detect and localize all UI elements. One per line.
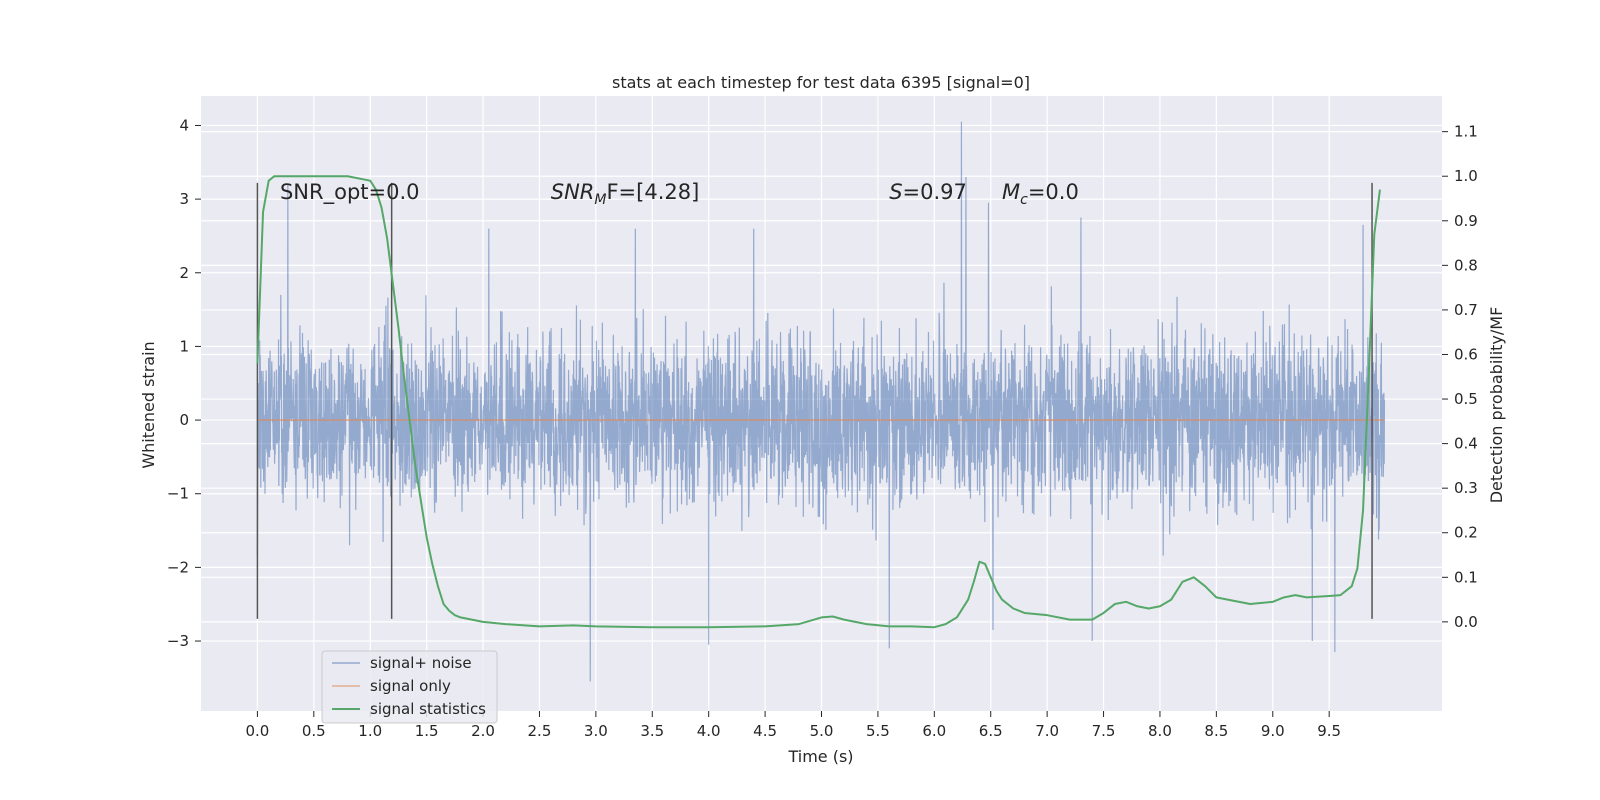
legend-label-signal-only: signal only: [370, 677, 451, 695]
annotation-snr-mf-subscript: M: [594, 192, 606, 208]
y2-tick-label: 0.2: [1454, 524, 1478, 542]
y2-tick-label: 0.1: [1454, 568, 1478, 586]
y2-tick-label: 1.1: [1454, 123, 1478, 141]
x-tick-label: 4.0: [697, 722, 721, 740]
legend-box: [321, 650, 498, 724]
x-axis-ticks: 0.0 0.5 1.0 1.5 2.0 2.5 3.0 3.5 4.0 4.5 5.0 5.5 6.0 6…: [245, 711, 1341, 740]
x-tick-label: 4.5: [753, 722, 777, 740]
y-tick-label: 3: [179, 190, 189, 208]
annotation-mc: Mc=0.0: [1002, 180, 1079, 208]
signal-statistics-series: [256, 175, 1381, 629]
annotation-mc-value: =0.0: [1028, 180, 1079, 204]
y2-tick-label: 0.8: [1454, 256, 1478, 274]
signal-noise-series: [256, 121, 1386, 682]
y-tick-label: 0: [179, 411, 189, 429]
x-tick-label: 5.5: [866, 722, 890, 740]
y2-tick-label: 1.0: [1454, 167, 1478, 185]
chart-title: stats at each timestep for test data 639…: [612, 73, 1030, 92]
x-tick-label: 5.0: [810, 722, 834, 740]
y-axis-label: Whitened strain: [139, 341, 158, 468]
x-tick-label: 6.0: [922, 722, 946, 740]
legend-label-signal-noise: signal+ noise: [370, 654, 472, 672]
y2-tick-label: 0.0: [1454, 613, 1478, 631]
y-tick-label: 2: [179, 264, 189, 282]
y2-tick-label: 0.9: [1454, 212, 1478, 230]
x-tick-label: 7.0: [1035, 722, 1059, 740]
y2-tick-label: 0.5: [1454, 390, 1478, 408]
x-tick-label: 0.0: [245, 722, 269, 740]
y-tick-label: −2: [167, 558, 189, 576]
x-tick-label: 7.5: [1092, 722, 1116, 740]
x-tick-label: 9.5: [1317, 722, 1341, 740]
x-tick-label: 9.0: [1261, 722, 1285, 740]
x-tick-label: 1.5: [415, 722, 439, 740]
x-tick-label: 1.0: [358, 722, 382, 740]
signal-statistics-line: [256, 175, 1381, 629]
annotations: SNR_opt=0.0 SNRMF=[4.28] S=0.97 Mc=0.0: [280, 180, 1079, 208]
right-y-axis-ticks: 0.0 0.1 0.2 0.3 0.4 0.5 0.6 0.7 0.8 0.9 1.0 1.1: [1442, 123, 1478, 631]
x-tick-label: 3.0: [584, 722, 608, 740]
x-tick-label: 2.5: [528, 722, 552, 740]
y-tick-label: 1: [179, 337, 189, 355]
annotation-s: S=0.97: [889, 180, 967, 204]
vertical-markers: [256, 182, 1373, 619]
annotation-snr-mf-symbol: SNR: [551, 180, 595, 204]
y-axis-ticks: −3 −2 −1 0 1 2 3 4: [167, 116, 201, 650]
y2-tick-label: 0.3: [1454, 479, 1478, 497]
x-tick-label: 8.5: [1204, 722, 1228, 740]
annotation-mc-symbol: M: [1002, 180, 1020, 204]
annotation-snr-mf: SNRMF=[4.28]: [551, 180, 700, 208]
y2-tick-label: 0.6: [1454, 345, 1478, 363]
y2-tick-label: 0.7: [1454, 301, 1478, 319]
x-tick-label: 3.5: [640, 722, 664, 740]
x-tick-label: 2.0: [471, 722, 495, 740]
y-tick-label: −3: [167, 632, 189, 650]
right-y-axis-label: Detection probability/MF: [1487, 307, 1506, 504]
legend-label-signal-statistics: signal statistics: [370, 700, 486, 718]
y2-tick-label: 0.4: [1454, 435, 1478, 453]
x-axis-label: Time (s): [787, 747, 853, 766]
x-tick-label: 8.0: [1148, 722, 1172, 740]
annotation-mc-subscript: c: [1020, 192, 1028, 208]
annotation-snr-opt: SNR_opt=0.0: [280, 180, 420, 205]
annotation-s-symbol: S: [889, 180, 902, 204]
legend: signal+ noise signal only signal statist…: [321, 650, 498, 724]
annotation-s-value: =0.97: [903, 180, 967, 204]
x-tick-label: 6.5: [979, 722, 1003, 740]
x-tick-label: 0.5: [302, 722, 326, 740]
annotation-snr-mf-value: F=[4.28]: [606, 180, 699, 204]
y-tick-label: 4: [179, 116, 189, 134]
y-tick-label: −1: [167, 485, 189, 503]
signal-noise-line: [256, 121, 1386, 682]
